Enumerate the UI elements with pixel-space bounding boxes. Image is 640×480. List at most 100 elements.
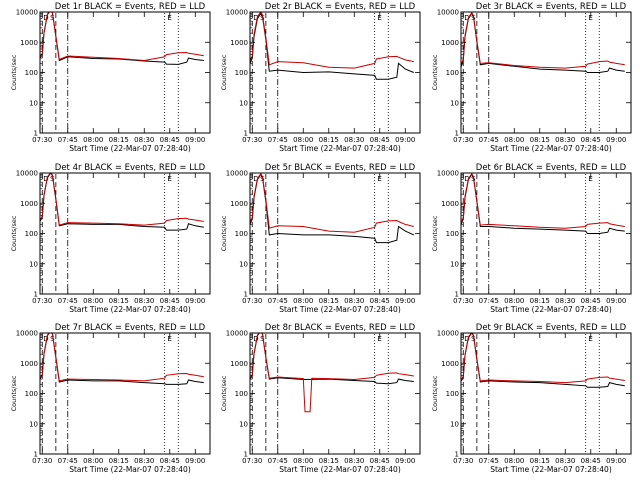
y-axis-label: Counts/sec <box>10 54 18 90</box>
y-tick-label: 100 <box>235 390 248 398</box>
plot-frame <box>460 332 632 455</box>
marker-D: D <box>253 14 258 22</box>
y-tick-label: 1000 <box>20 360 38 368</box>
series-events <box>250 12 414 80</box>
x-tick-label: 08:30 <box>555 457 575 465</box>
y-tick-label: 10 <box>29 260 38 268</box>
x-tick-label: 08:30 <box>555 136 575 144</box>
x-axis-label: Start Time (22-Mar-07 07:28:40) <box>279 144 401 153</box>
x-tick-label: 08:30 <box>555 297 575 305</box>
marker-S: S <box>260 335 265 343</box>
series-events <box>40 12 204 65</box>
y-tick-label: 10 <box>29 420 38 428</box>
y-axis-label: Counts/sec <box>10 215 18 251</box>
y-axis-label: Counts/sec <box>220 215 228 251</box>
plot-frame <box>39 172 211 295</box>
x-tick-label: 07:45 <box>58 297 78 305</box>
x-axis-label: Start Time (22-Mar-07 07:28:40) <box>69 465 191 474</box>
y-tick-label: 1 <box>34 130 38 138</box>
series-events <box>40 173 204 231</box>
series-events <box>250 333 414 385</box>
x-tick-label: 08:45 <box>581 297 601 305</box>
y-tick-label: 1000 <box>441 39 459 47</box>
x-tick-label: 08:00 <box>83 457 103 465</box>
x-tick-label: 09:00 <box>395 457 415 465</box>
y-tick-label: 1000 <box>441 360 459 368</box>
y-tick-label: 10000 <box>226 330 248 338</box>
series-events <box>461 12 625 73</box>
marker-D: D <box>253 335 258 343</box>
marker-E: E <box>588 335 592 343</box>
series-events <box>461 333 625 388</box>
series-lld <box>250 173 414 233</box>
x-tick-label: 07:45 <box>479 457 499 465</box>
x-tick-label: 08:15 <box>319 297 339 305</box>
x-tick-label: 08:00 <box>504 136 524 144</box>
series-events <box>250 173 415 244</box>
marker-D: D <box>464 175 469 183</box>
x-tick-label: 07:30 <box>453 297 473 305</box>
y-tick-label: 1000 <box>441 200 459 208</box>
x-tick-label: 08:45 <box>581 136 601 144</box>
x-tick-label: 07:45 <box>268 136 288 144</box>
y-tick-label: 10000 <box>226 170 248 178</box>
x-tick-label: 09:00 <box>395 297 415 305</box>
marker-E: E <box>588 14 592 22</box>
x-tick-label: 08:15 <box>319 136 339 144</box>
y-tick-label: 1 <box>34 291 38 299</box>
y-tick-label: 1 <box>455 130 459 138</box>
x-tick-label: 08:45 <box>370 457 390 465</box>
x-tick-label: 07:30 <box>453 457 473 465</box>
x-tick-label: 09:00 <box>606 457 626 465</box>
y-tick-label: 1 <box>34 451 38 459</box>
panel-1: Det 1r BLACK = Events, RED = LLD D S E 1 10 10… <box>10 2 211 153</box>
y-tick-label: 10 <box>239 260 248 268</box>
marker-E: E <box>167 175 171 183</box>
y-tick-label: 1 <box>244 451 248 459</box>
x-tick-label: 08:00 <box>83 136 103 144</box>
series-lld <box>461 12 625 69</box>
y-tick-label: 1 <box>455 291 459 299</box>
x-tick-label: 08:30 <box>134 297 154 305</box>
plot-frame <box>249 332 421 455</box>
marker-D: D <box>43 335 48 343</box>
marker-D: D <box>43 14 48 22</box>
y-tick-label: 10 <box>239 99 248 107</box>
y-axis-label: Counts/sec <box>220 54 228 90</box>
plot-frame <box>460 11 632 134</box>
y-tick-label: 1000 <box>230 200 248 208</box>
x-axis-label: Start Time (22-Mar-07 07:28:40) <box>279 465 401 474</box>
y-tick-label: 1 <box>455 451 459 459</box>
y-tick-label: 10 <box>239 420 248 428</box>
y-tick-label: 1000 <box>20 200 38 208</box>
panel-title: Det 4r BLACK = Events, RED = LLD <box>55 163 206 173</box>
y-tick-label: 1000 <box>20 39 38 47</box>
series-lld <box>250 333 414 413</box>
y-axis-label: Counts/sec <box>431 375 439 411</box>
y-tick-label: 1000 <box>230 360 248 368</box>
y-tick-label: 10000 <box>16 170 38 178</box>
panel-title: Det 9r BLACK = Events, RED = LLD <box>476 323 627 333</box>
x-tick-label: 08:00 <box>293 136 313 144</box>
x-axis-label: Start Time (22-Mar-07 07:28:40) <box>490 465 612 474</box>
series-lld <box>461 173 625 229</box>
x-tick-label: 07:30 <box>32 136 52 144</box>
x-tick-label: 07:45 <box>479 136 499 144</box>
y-axis-label: Counts/sec <box>431 54 439 90</box>
marker-D: D <box>464 335 469 343</box>
x-tick-label: 08:00 <box>293 457 313 465</box>
marker-E: E <box>167 335 171 343</box>
panel-8: Det 8r BLACK = Events, RED = LLD D S E 1 10 10… <box>220 323 421 474</box>
x-tick-label: 07:30 <box>32 297 52 305</box>
x-axis-label: Start Time (22-Mar-07 07:28:40) <box>490 144 612 153</box>
x-tick-label: 08:30 <box>134 457 154 465</box>
panel-title: Det 3r BLACK = Events, RED = LLD <box>476 2 627 12</box>
y-tick-label: 10000 <box>16 330 38 338</box>
x-tick-label: 08:30 <box>344 297 364 305</box>
y-axis-label: Counts/sec <box>431 215 439 251</box>
y-tick-label: 100 <box>25 230 38 238</box>
